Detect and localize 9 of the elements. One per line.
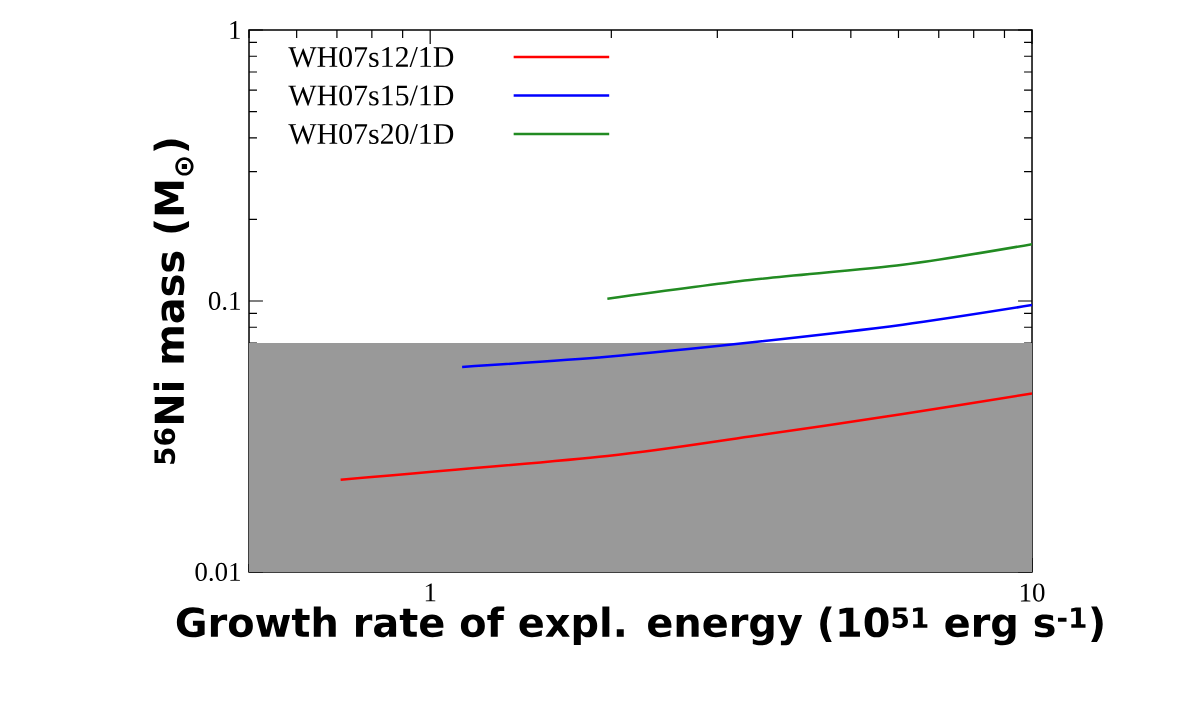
y-tick-label: 1 (230, 21, 240, 39)
legend-label: WH07s12/1D (288, 46, 454, 68)
y-tick-label: 0.01 (195, 562, 240, 582)
legend-label: WH07s20/1D (288, 123, 454, 145)
x-axis-title: Growth rate of expl. energy (10$^{51}$ erg s$^{-1}$) (176, 606, 1103, 646)
x-tick-label: 10 (1020, 583, 1045, 602)
y-tick-label: 0.1 (208, 291, 240, 311)
y-axis-title: $^{56}$Ni mass (M$_{⊙}$) (153, 139, 194, 464)
legend-label: WH07s15/1D (288, 85, 454, 106)
